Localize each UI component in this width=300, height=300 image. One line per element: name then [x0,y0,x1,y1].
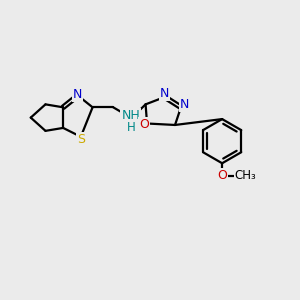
Text: H: H [127,121,136,134]
Text: CH₃: CH₃ [235,169,256,182]
Text: N: N [73,88,82,100]
Text: N: N [160,87,169,100]
Text: O: O [139,118,149,131]
Text: S: S [77,133,86,146]
Text: NH: NH [122,109,140,122]
Text: O: O [217,169,227,182]
Text: N: N [180,98,189,111]
